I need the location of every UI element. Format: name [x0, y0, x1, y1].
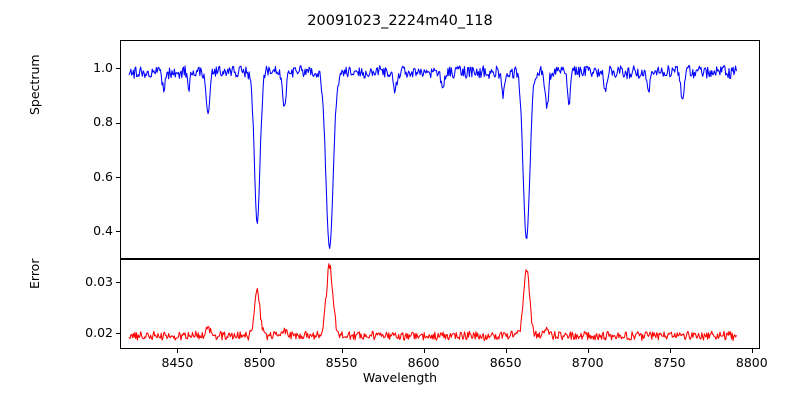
error-data-line: [128, 263, 737, 342]
spectrum-y-tick-mark: [116, 122, 120, 124]
x-tick-mark: [423, 349, 425, 353]
spectrum-y-tick-label: 0.4: [93, 222, 113, 238]
x-tick-mark: [669, 349, 671, 353]
x-tick-mark: [751, 349, 753, 353]
spectrum-panel: [120, 40, 760, 259]
figure-title: 20091023_2224m40_118: [307, 13, 493, 29]
spectrum-y-tick-mark: [116, 230, 120, 232]
x-tick-label: 8600: [407, 355, 440, 370]
spectrum-y-tick-label: 0.8: [93, 114, 113, 130]
error-y-tick-mark: [116, 332, 120, 334]
error-y-tick-mark: [116, 281, 120, 283]
spectrum-y-axis-label: Spectrum: [27, 54, 42, 115]
spectrum-y-tick-mark: [116, 68, 120, 70]
x-tick-label: 8650: [489, 355, 522, 370]
error-panel: [120, 259, 760, 349]
spectrum-y-tick-label: 1.0: [93, 60, 113, 76]
x-tick-label: 8700: [571, 355, 604, 370]
x-tick-label: 8750: [653, 355, 686, 370]
x-tick-label: 8450: [161, 355, 194, 370]
spectrum-plot-area: [128, 64, 737, 249]
x-tick-mark: [341, 349, 343, 353]
x-tick-mark: [259, 349, 261, 353]
x-tick-label: 8550: [325, 355, 358, 370]
x-tick-mark: [177, 349, 179, 353]
x-axis-label: Wavelength: [362, 370, 438, 385]
x-tick-label: 8500: [243, 355, 276, 370]
error-y-tick-label: 0.02: [85, 324, 113, 340]
x-tick-label: 8800: [735, 355, 768, 370]
error-y-tick-label: 0.03: [85, 273, 113, 289]
spectrum-y-tick-label: 0.6: [93, 168, 113, 184]
error-plot-area: [128, 263, 737, 342]
x-tick-mark: [587, 349, 589, 353]
spectrum-y-tick-mark: [116, 176, 120, 178]
x-tick-mark: [505, 349, 507, 353]
spectrum-data-line: [128, 64, 737, 249]
error-y-axis-label: Error: [27, 258, 42, 289]
